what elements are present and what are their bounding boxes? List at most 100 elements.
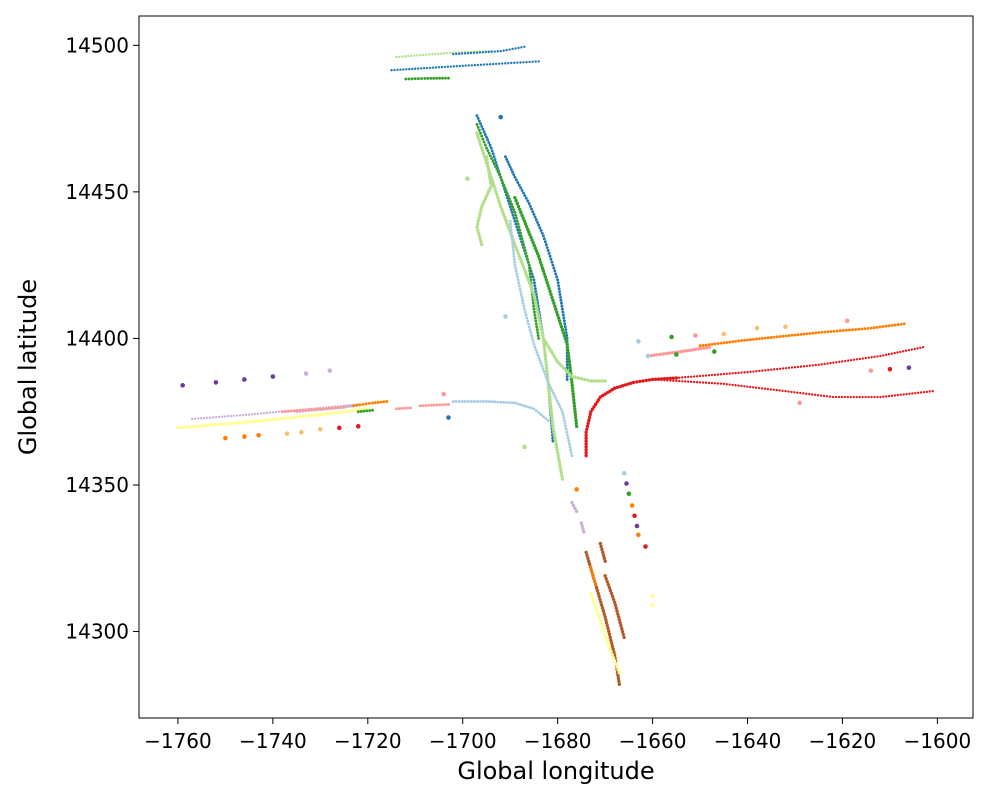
trajectory-point — [754, 337, 758, 341]
x-tick-label: −1680 — [524, 729, 592, 753]
trajectory-point — [846, 395, 850, 399]
trajectory-point — [408, 67, 411, 71]
trajectory-point — [476, 125, 480, 129]
trajectory-point — [778, 335, 782, 338]
trajectory-point — [417, 67, 420, 70]
trajectory-point — [535, 307, 539, 311]
trajectory-point — [858, 357, 862, 361]
trajectory-point — [564, 328, 568, 332]
trajectory-point — [356, 410, 360, 414]
trajectory-point — [658, 352, 662, 357]
trajectory-point — [202, 423, 207, 428]
trajectory-point — [496, 196, 500, 200]
trajectory-point — [595, 588, 600, 593]
trajectory-point — [587, 562, 592, 566]
trajectory-point — [542, 237, 546, 241]
trajectory-point — [767, 368, 770, 372]
trajectory-point — [851, 328, 854, 332]
trajectory-point — [250, 413, 254, 416]
trajectory-point — [191, 424, 195, 429]
trajectory-point — [509, 208, 513, 211]
trajectory-point — [516, 251, 520, 255]
trajectory-point — [443, 65, 447, 69]
trajectory-point — [520, 213, 524, 218]
trajectory-point — [345, 409, 349, 414]
trajectory-point — [482, 130, 486, 134]
trajectory-point — [193, 417, 197, 420]
trajectory-point — [403, 406, 407, 410]
data-point — [868, 368, 874, 373]
trajectory-point — [746, 338, 749, 342]
trajectory-point — [584, 451, 588, 455]
trajectory-point — [324, 406, 328, 410]
trajectory-point — [521, 265, 526, 269]
trajectory-point — [274, 417, 278, 421]
trajectory-point — [487, 151, 491, 155]
trajectory-point — [554, 272, 558, 276]
trajectory-point — [440, 52, 443, 55]
trajectory-point — [823, 330, 827, 334]
trajectory-point — [529, 284, 533, 288]
trajectory-point — [288, 415, 293, 420]
trajectory-point — [893, 394, 897, 397]
trajectory-point — [354, 408, 358, 412]
trajectory-point — [404, 77, 408, 81]
trajectory-point — [841, 329, 845, 332]
trajectory-point — [749, 385, 752, 389]
trajectory-point — [826, 330, 830, 334]
trajectory-point — [351, 408, 355, 413]
trajectory-point — [573, 506, 577, 511]
trajectory-point — [466, 399, 470, 403]
trajectory-point — [541, 415, 545, 419]
trajectory-point — [574, 421, 579, 426]
trajectory-point — [517, 225, 521, 229]
trajectory-point — [554, 442, 558, 446]
trajectory-point — [592, 379, 596, 383]
trajectory-point — [573, 410, 577, 414]
x-tick-label: −1700 — [429, 729, 497, 753]
trajectory-point — [531, 275, 535, 279]
trajectory-point — [584, 448, 588, 452]
trajectory-point — [728, 372, 731, 375]
trajectory-point — [527, 230, 531, 234]
trajectory-point — [731, 383, 734, 387]
trajectory-point — [534, 293, 538, 296]
trajectory-point — [496, 170, 500, 174]
trajectory-point — [481, 152, 486, 156]
trajectory-point — [241, 420, 245, 425]
trajectory-point — [477, 234, 482, 238]
data-point — [650, 602, 655, 608]
trajectory-point — [604, 577, 608, 581]
trajectory-point — [339, 406, 343, 409]
trajectory-point — [834, 395, 838, 399]
trajectory-point — [710, 342, 714, 346]
trajectory-point — [556, 316, 561, 320]
trajectory-point — [600, 623, 604, 628]
trajectory-point — [574, 509, 579, 514]
trajectory-point — [532, 304, 536, 308]
trajectory-point — [512, 251, 516, 255]
trajectory-point — [226, 421, 231, 426]
trajectory-point — [527, 263, 531, 267]
trajectory-point — [557, 287, 561, 291]
trajectory-point — [551, 352, 555, 356]
trajectory-point — [665, 376, 670, 381]
trajectory-point — [581, 527, 585, 531]
trajectory-point — [542, 342, 546, 346]
trajectory-point — [533, 298, 537, 303]
data-point — [643, 544, 648, 549]
trajectory-point — [790, 390, 793, 394]
trajectory-point — [866, 326, 870, 330]
trajectory-point — [899, 322, 903, 326]
trajectory-point — [755, 370, 758, 373]
trajectory-point — [534, 60, 537, 63]
trajectory-point — [544, 341, 549, 346]
trajectory-point — [424, 404, 428, 407]
trajectory-point — [291, 415, 296, 420]
trajectory-point — [734, 371, 737, 375]
trajectory-point — [534, 348, 538, 352]
trajectory-point — [611, 647, 615, 651]
trajectory-point — [476, 219, 481, 223]
trajectory-point — [661, 352, 665, 356]
trajectory-point — [531, 210, 535, 214]
